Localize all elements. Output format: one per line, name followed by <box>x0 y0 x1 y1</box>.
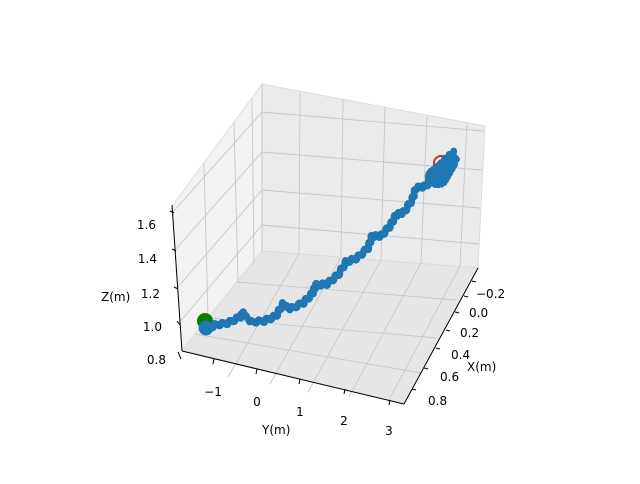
x-tick-label: −0.2 <box>476 287 505 301</box>
x-tick-label: 0.6 <box>440 370 459 384</box>
trajectory-point <box>450 147 458 155</box>
y-axis-line <box>181 350 405 405</box>
trajectory-layer <box>197 147 460 336</box>
y-tick-label: 0 <box>253 395 261 409</box>
z-tick-label: 1.0 <box>143 320 162 334</box>
y-axis-label: Y(m) <box>261 423 290 437</box>
x-tick-label: 0.2 <box>460 326 479 340</box>
axis-lines <box>171 204 479 405</box>
z-tick-label: 0.8 <box>147 353 166 367</box>
z-tick-label: 1.4 <box>138 252 157 266</box>
x-tick-label: 0.0 <box>469 306 488 320</box>
x-tick-label: 0.4 <box>451 348 470 362</box>
x-axis-line <box>403 267 479 405</box>
z-tick-label: 1.2 <box>141 287 160 301</box>
trajectory-point <box>204 321 212 328</box>
z-tick-label: 1.6 <box>137 218 156 232</box>
z-axis-line <box>171 204 183 352</box>
y-tick-label: 2 <box>340 414 348 428</box>
x-tick-label: 0.8 <box>428 394 447 408</box>
z-tick-labels: 0.8 1.0 1.2 1.4 1.6 <box>137 218 166 367</box>
trajectory-point <box>453 155 460 163</box>
y-tick-labels: −1 0 1 2 3 <box>204 385 393 438</box>
tick-marks <box>169 210 477 406</box>
x-axis-label: X(m) <box>467 360 496 374</box>
y-tick-label: 3 <box>385 424 393 438</box>
y-tick-label: −1 <box>204 385 222 399</box>
z-axis-label: Z(m) <box>101 290 130 304</box>
y-tick-label: 1 <box>296 405 304 419</box>
x-tick-labels: −0.2 0.0 0.2 0.4 0.6 0.8 <box>428 287 505 408</box>
